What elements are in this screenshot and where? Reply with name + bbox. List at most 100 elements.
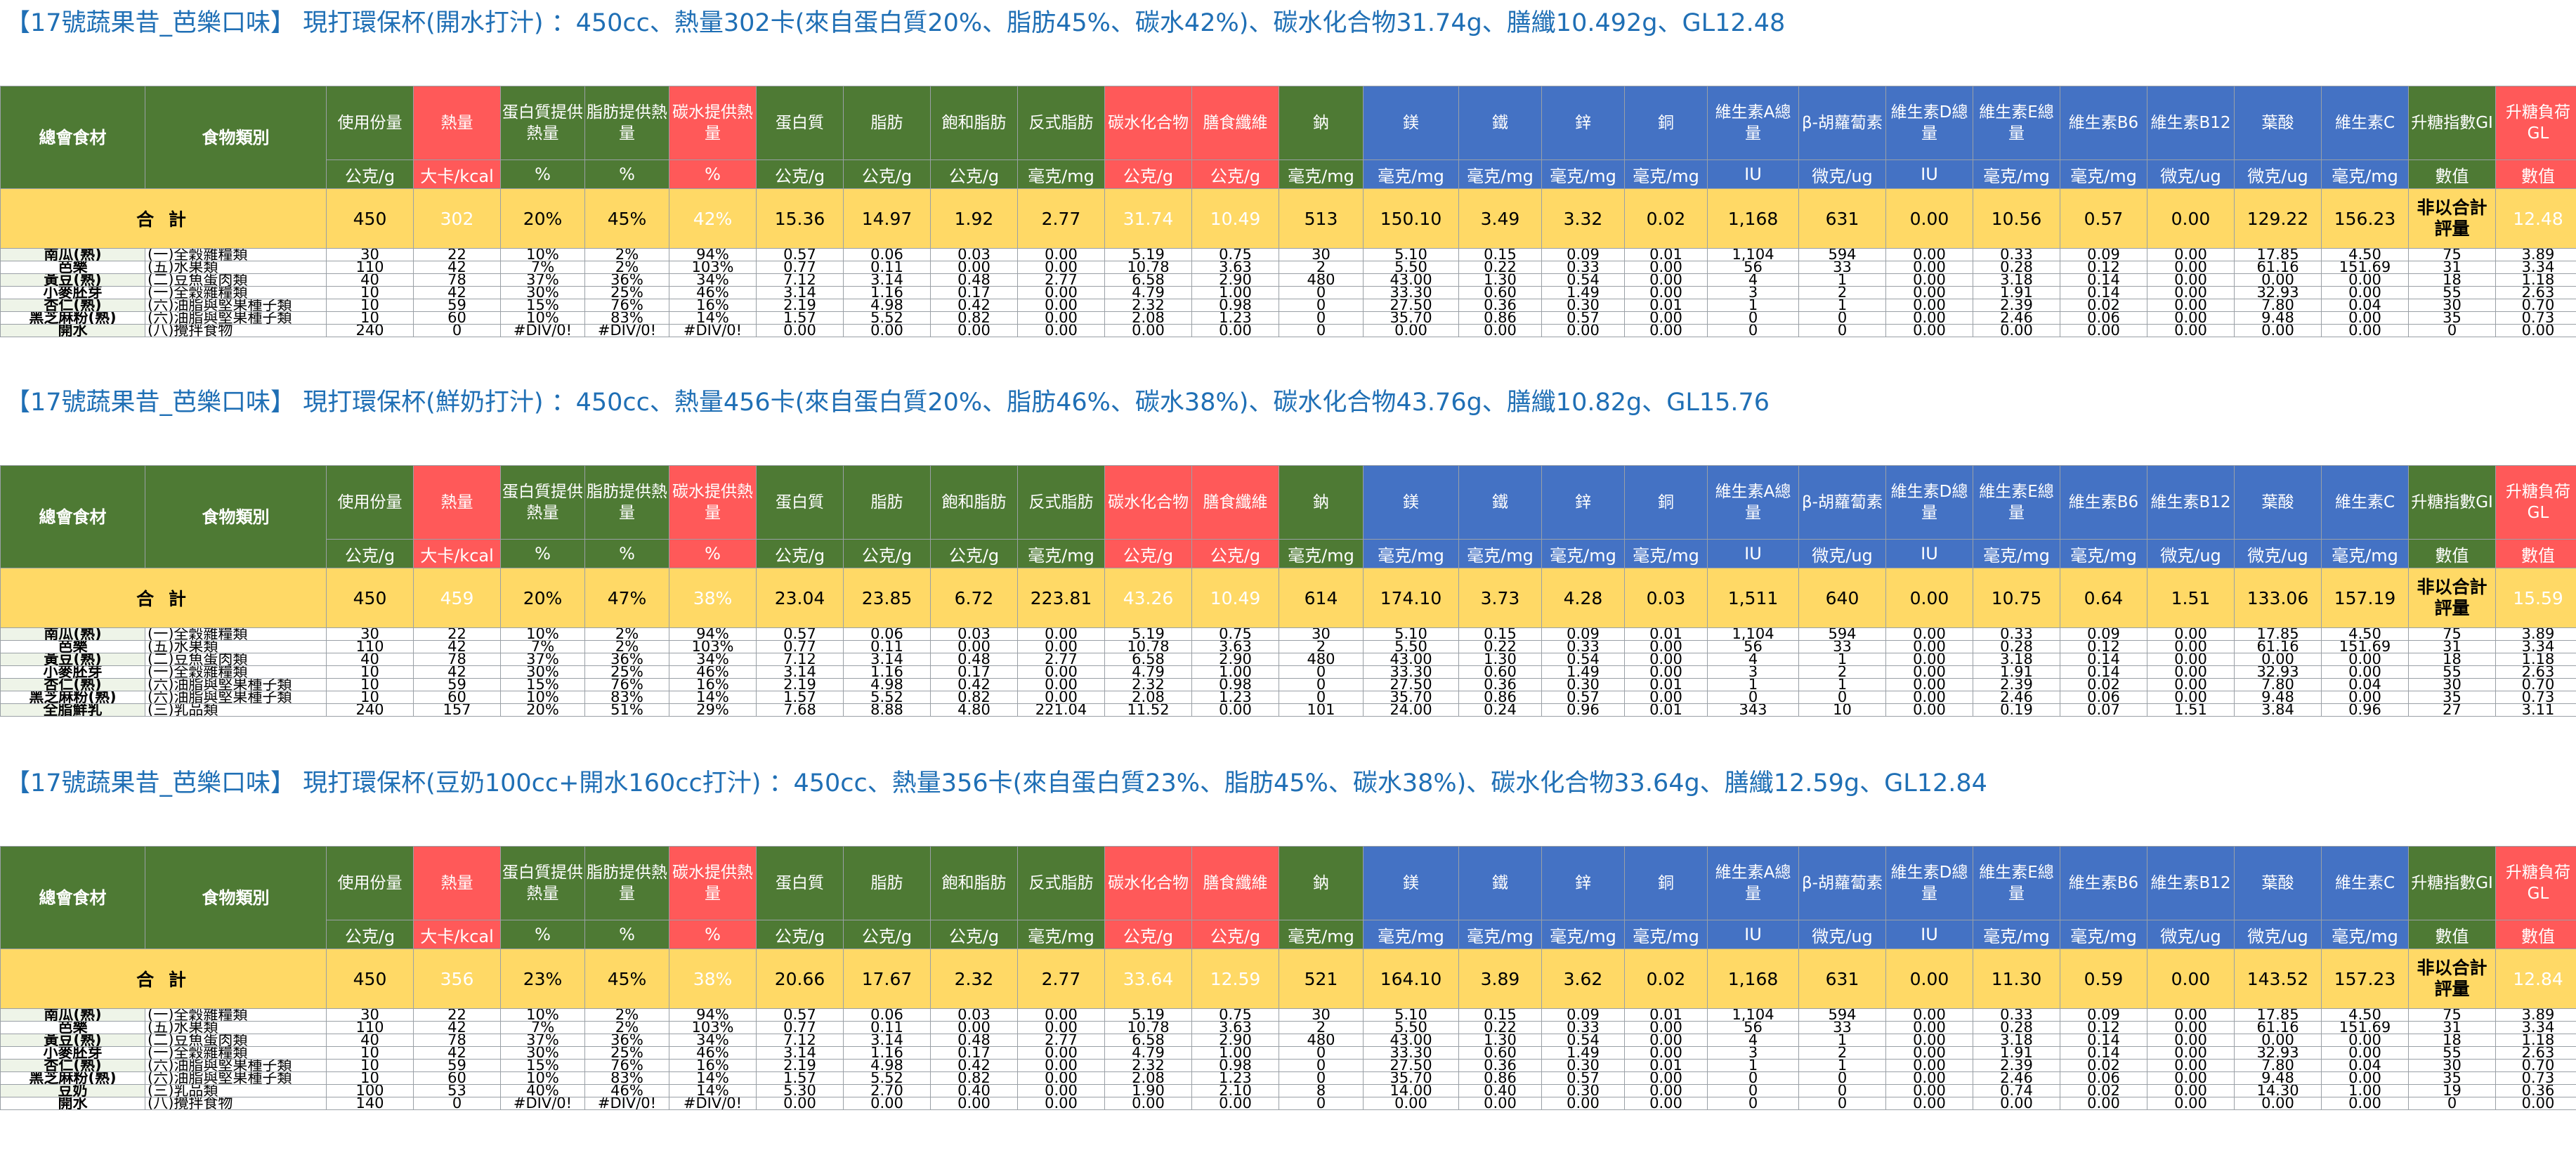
- value-cell: 0.00: [1191, 1097, 1279, 1110]
- value-cell: 0.00: [2234, 324, 2322, 337]
- value-cell: 19: [2408, 1084, 2496, 1097]
- value-cell: 2: [1798, 665, 1886, 679]
- value-cell: 1.91: [1973, 1046, 2060, 1060]
- value-cell: 1.00: [2321, 1084, 2409, 1097]
- value-cell: 103%: [669, 640, 757, 653]
- value-cell: 78: [413, 653, 501, 666]
- value-cell: 9.48: [2234, 1071, 2322, 1085]
- food-category: (二)豆魚蛋肉類: [145, 653, 327, 666]
- column-unit: 毫克/mg: [2060, 539, 2147, 568]
- value-cell: 25%: [584, 286, 669, 299]
- value-cell: 15%: [500, 678, 585, 691]
- total-cell: 302: [413, 188, 501, 249]
- value-cell: 0.74: [1973, 1084, 2060, 1097]
- value-cell: 30: [326, 627, 414, 641]
- value-cell: 14.00: [1363, 1084, 1459, 1097]
- value-cell: 0.00: [1104, 1097, 1192, 1110]
- value-cell: 0.54: [1541, 273, 1625, 287]
- value-cell: 480: [1279, 273, 1364, 287]
- value-cell: 0.00: [2147, 653, 2235, 666]
- value-cell: 3.63: [1191, 640, 1279, 653]
- value-cell: 10: [326, 678, 414, 691]
- value-cell: 3.89: [2495, 1008, 2576, 1022]
- value-cell: 0.17: [930, 665, 1018, 679]
- table-row: 小麥胚芽 (一)全穀雜糧類 10 42 30% 25% 46% 3.14 1.16 0.17 0.0…: [0, 286, 2576, 299]
- total-cell: 1,511: [1707, 568, 1799, 628]
- total-cell: 1,168: [1707, 188, 1799, 249]
- value-cell: 0.57: [1541, 1071, 1625, 1085]
- value-cell: 0.00: [930, 1097, 1018, 1110]
- value-cell: 3.84: [2234, 703, 2322, 717]
- value-cell: 30%: [500, 1046, 585, 1060]
- value-cell: 10%: [500, 248, 585, 261]
- value-cell: 0.00: [2147, 324, 2235, 337]
- column-header: 維生素A總量: [1707, 86, 1799, 160]
- column-header: 升糖負荷GL: [2495, 86, 2576, 160]
- value-cell: 0.00: [2321, 1046, 2409, 1060]
- column-header: β-胡蘿蔔素: [1798, 846, 1886, 920]
- column-unit: 毫克/mg: [1363, 539, 1459, 568]
- value-cell: 0.00: [2060, 1097, 2147, 1110]
- value-cell: 0.00: [2321, 665, 2409, 679]
- total-cell: 10.49: [1191, 568, 1279, 628]
- value-cell: 0.00: [2234, 1034, 2322, 1047]
- value-cell: 30: [2408, 678, 2496, 691]
- column-header: 使用份量: [326, 86, 414, 160]
- value-cell: 110: [326, 261, 414, 274]
- value-cell: 0.70: [2495, 1059, 2576, 1072]
- table-row: 小麥胚芽 (一)全穀雜糧類 10 42 30% 25% 46% 3.14 1.16 0.17 0.0…: [0, 665, 2576, 679]
- total-cell: 143.52: [2234, 949, 2322, 1009]
- value-cell: 0.12: [2060, 640, 2147, 653]
- column-unit: 毫克/mg: [1017, 159, 1105, 189]
- column-unit: 數值: [2408, 159, 2496, 189]
- value-cell: 0.00: [2147, 273, 2235, 287]
- value-cell: 0: [1279, 1097, 1364, 1110]
- ingredient-name: 小麥胚芽: [0, 1046, 145, 1060]
- value-cell: 2.63: [2495, 286, 2576, 299]
- value-cell: 0.00: [2234, 653, 2322, 666]
- value-cell: 240: [326, 324, 414, 337]
- column-header: β-胡蘿蔔素: [1798, 465, 1886, 540]
- value-cell: 10: [326, 1046, 414, 1060]
- value-cell: 31: [2408, 261, 2496, 274]
- value-cell: 0.00: [1885, 653, 1973, 666]
- value-cell: 0.00: [1017, 627, 1105, 641]
- column-header: 碳水化合物: [1104, 846, 1192, 920]
- food-category: (六)油脂與堅果種子類: [145, 311, 327, 325]
- column-unit: %: [584, 159, 669, 189]
- value-cell: 10: [326, 311, 414, 325]
- column-unit: 毫克/mg: [1541, 159, 1625, 189]
- value-cell: 6.58: [1104, 273, 1192, 287]
- value-cell: 0.60: [1458, 1046, 1542, 1060]
- total-cell: 2.32: [930, 949, 1018, 1009]
- value-cell: 480: [1279, 653, 1364, 666]
- value-cell: 10: [326, 286, 414, 299]
- value-cell: 0.33: [1541, 261, 1625, 274]
- value-cell: 3.34: [2495, 640, 2576, 653]
- value-cell: 0.96: [2321, 703, 2409, 717]
- value-cell: 0.00: [1017, 1084, 1105, 1097]
- table-row: 開水 (八)攪拌食物 140 0 #DIV/0! #DIV/0! #DIV/0! 0.00 0.…: [0, 1097, 2576, 1110]
- total-cell: 23%: [500, 949, 585, 1009]
- total-cell: 3.89: [1458, 949, 1542, 1009]
- value-cell: 7.80: [2234, 1059, 2322, 1072]
- value-cell: 594: [1798, 248, 1886, 261]
- value-cell: 53: [413, 1084, 501, 1097]
- column-header: 熱量: [413, 465, 501, 540]
- total-cell: 23.04: [756, 568, 844, 628]
- value-cell: 0.00: [1104, 324, 1192, 337]
- column-header: 維生素E總量: [1973, 465, 2060, 540]
- value-cell: 0.00: [1017, 286, 1105, 299]
- value-cell: 0.02: [2060, 1059, 2147, 1072]
- value-cell: 1,104: [1707, 248, 1799, 261]
- value-cell: 14%: [669, 1071, 757, 1085]
- value-cell: 0: [1798, 1097, 1886, 1110]
- value-cell: 0.03: [930, 627, 1018, 641]
- total-cell: 164.10: [1363, 949, 1459, 1009]
- value-cell: 3.14: [756, 665, 844, 679]
- value-cell: 0.00: [1885, 1008, 1973, 1022]
- value-cell: 1.91: [1973, 286, 2060, 299]
- value-cell: 83%: [584, 1071, 669, 1085]
- value-cell: 30%: [500, 665, 585, 679]
- value-cell: 42: [413, 640, 501, 653]
